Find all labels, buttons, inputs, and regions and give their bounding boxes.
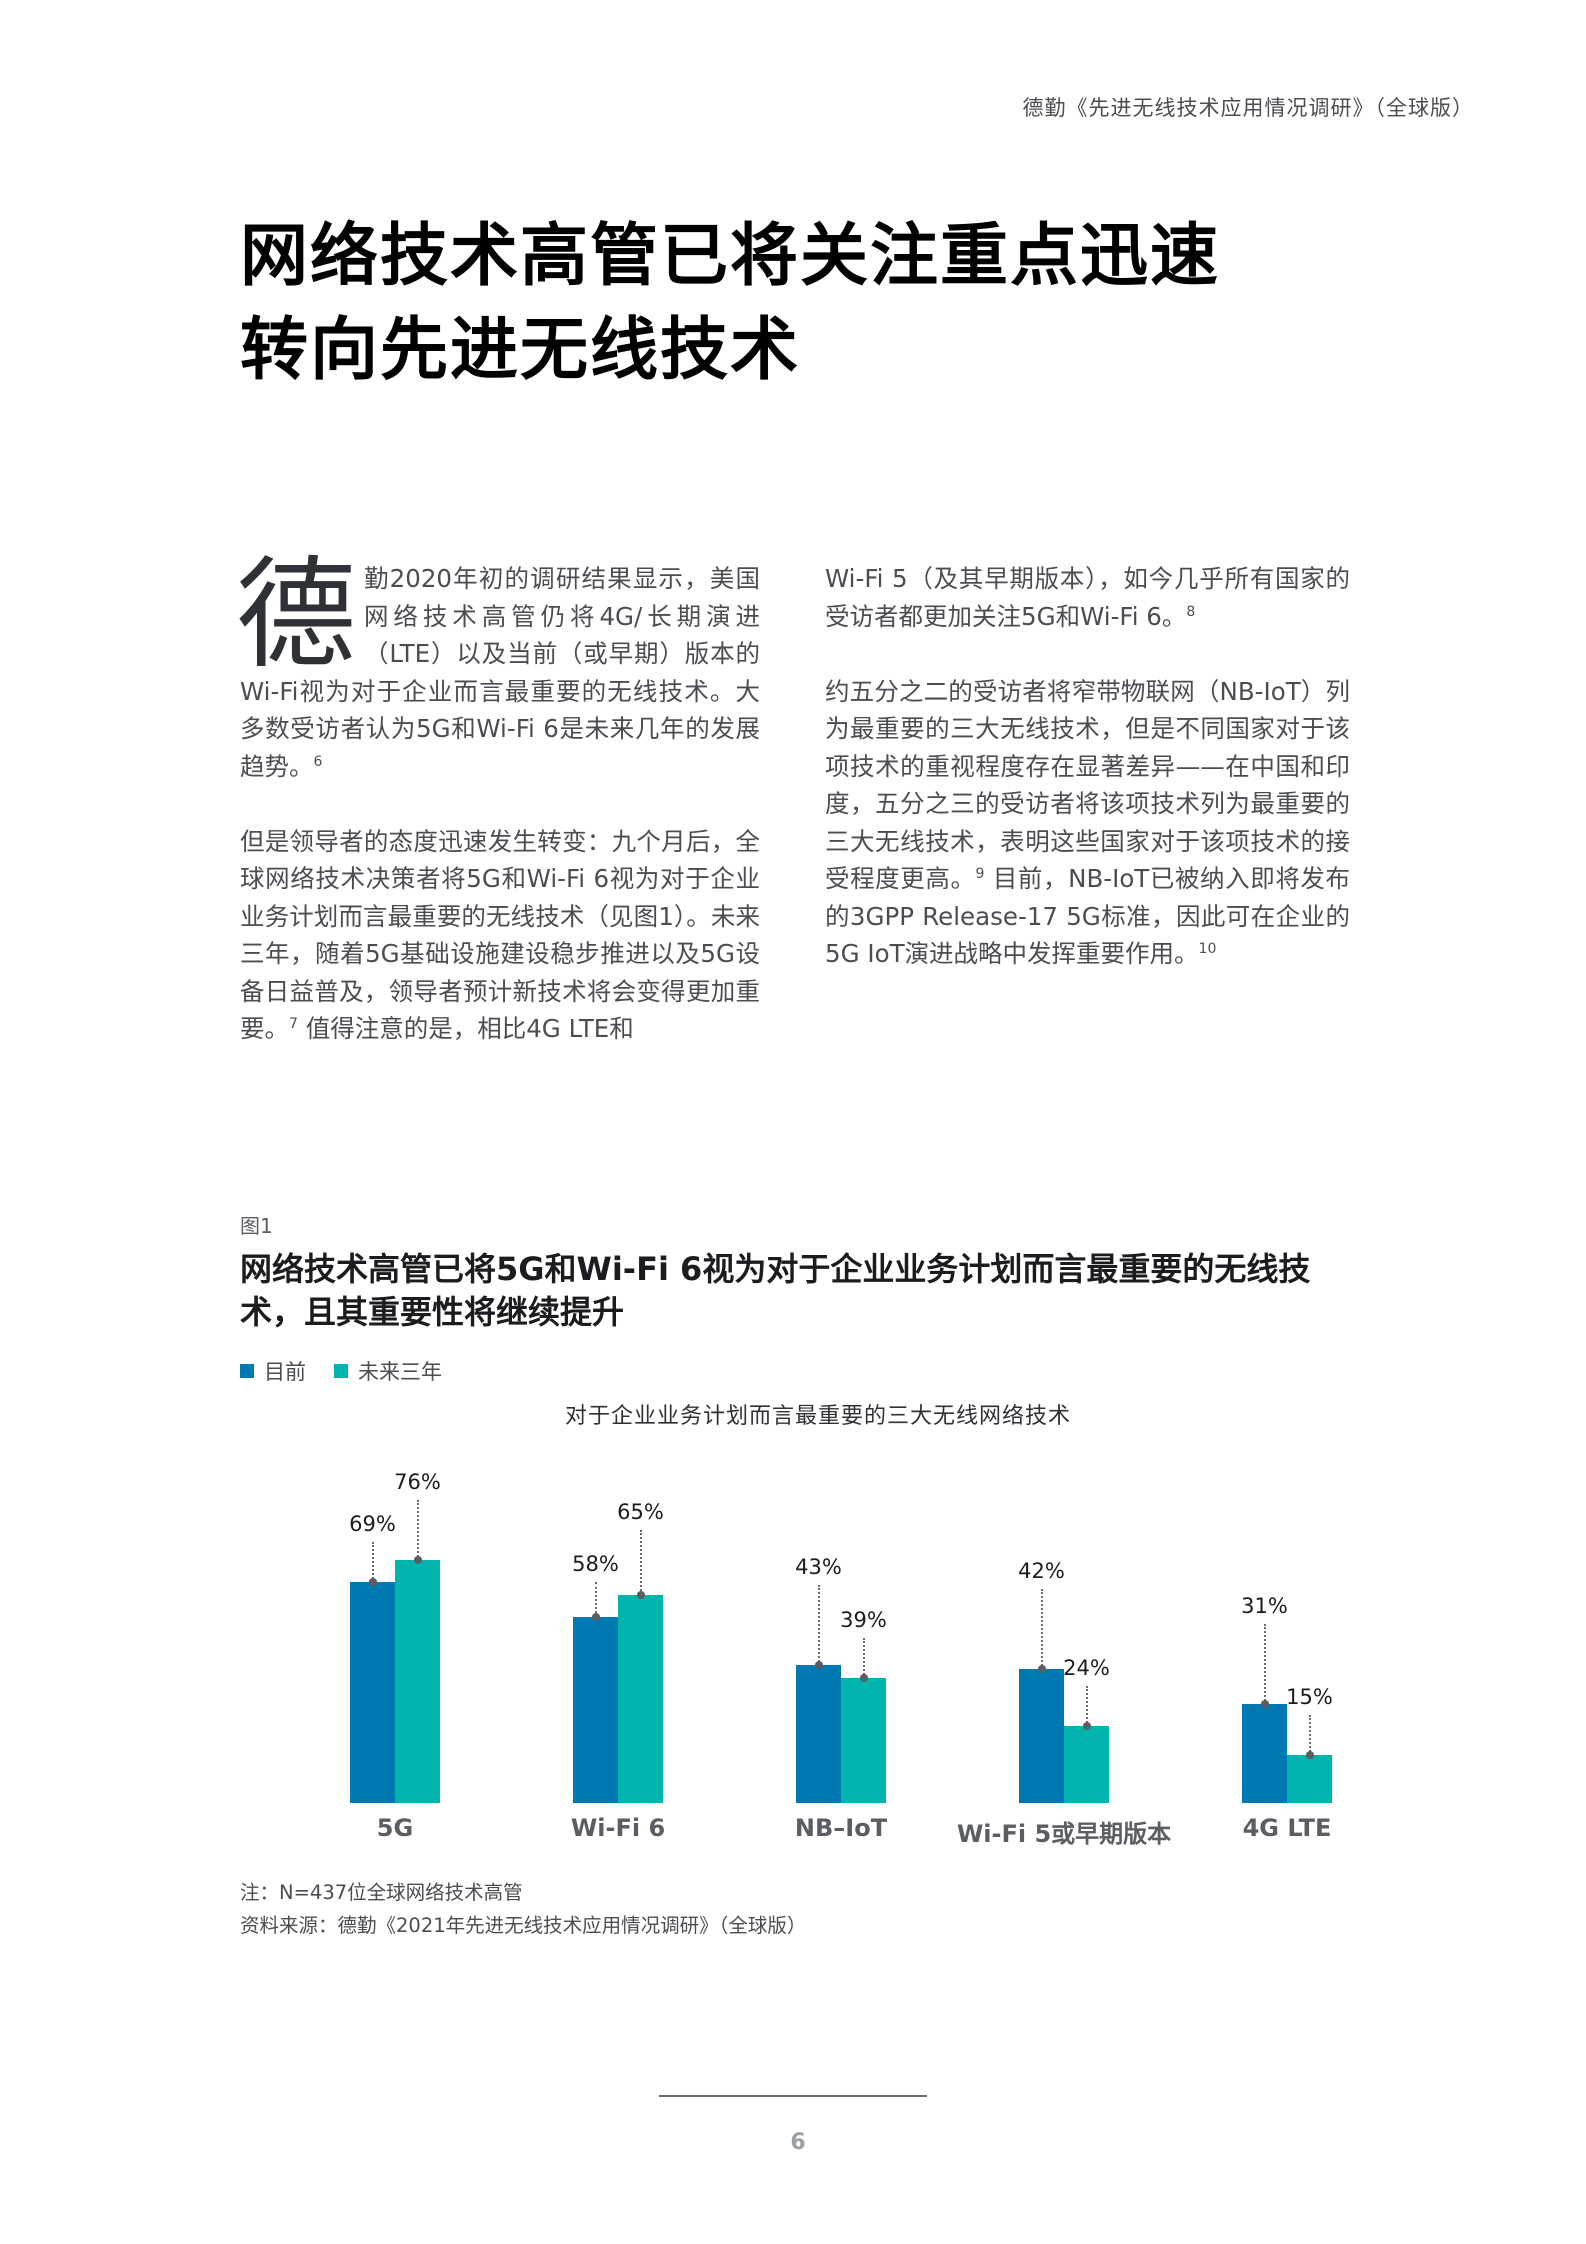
value-label: 31%	[1241, 1593, 1288, 1618]
data-point-marker	[368, 1578, 377, 1587]
leader-line	[1040, 1588, 1043, 1669]
dropcap: 德	[236, 546, 356, 685]
data-point-marker	[1037, 1664, 1046, 1673]
leader-line	[639, 1530, 642, 1595]
data-point-marker	[1082, 1722, 1091, 1731]
category-label: 4G LTE	[1242, 1814, 1332, 1842]
legend-label: 未来三年	[358, 1360, 442, 1384]
category-label: 5G	[376, 1814, 414, 1842]
chart-subtitle: 对于企业业务计划而言最重要的三大无线网络技术	[564, 1404, 1071, 1429]
intro-text: 勤2020年初的调研结果显示，美国网络技术高管仍将4G/长期演进（LTE）以及当…	[240, 564, 760, 781]
chart-bar	[1242, 1703, 1287, 1803]
value-label: 24%	[1063, 1656, 1110, 1681]
page-title: 网络技术高管已将关注重点迅速 转向先进无线技术	[240, 210, 1360, 398]
value-label: 58%	[572, 1552, 619, 1577]
figure-label: 图1	[240, 1214, 273, 1238]
data-point-marker	[413, 1555, 422, 1564]
figure-note: 注：N=437位全球网络技术高管	[240, 1881, 523, 1904]
category-label: Wi-Fi 6	[570, 1814, 666, 1842]
leader-line	[862, 1638, 865, 1679]
footnote-ref: 9	[975, 866, 985, 882]
value-label: 65%	[617, 1500, 664, 1524]
figure-source: 资料来源：德勤《2021年先进无线技术应用情况调研》（全球版）	[240, 1914, 807, 1937]
value-label: 39%	[840, 1608, 887, 1633]
leader-line	[594, 1582, 597, 1618]
category-label: Wi-Fi 5或早期版本	[956, 1820, 1172, 1848]
chart-bar	[796, 1665, 841, 1803]
data-point-marker	[636, 1591, 645, 1599]
leader-line	[416, 1499, 419, 1560]
chart-bar	[1287, 1755, 1332, 1803]
page-number: 6	[790, 2130, 806, 2155]
paragraph-text: 目前，NB-IoT已被纳入即将发布的3GPP Release-17 5G标准，因…	[825, 864, 1350, 968]
data-point-marker	[814, 1661, 823, 1670]
left-column: 德 勤2020年初的调研结果显示，美国网络技术高管仍将4G/长期演进（LTE）以…	[236, 556, 760, 1085]
footnote-ref: 10	[1198, 941, 1217, 957]
leader-line	[1308, 1715, 1311, 1755]
paragraph: 约五分之二的受访者将窄带物联网（NB-IoT）列为最重要的三大无线技术，但是不同…	[825, 673, 1350, 973]
chart-bar	[395, 1559, 440, 1803]
chart-bar	[1064, 1726, 1109, 1803]
value-label: 15%	[1286, 1685, 1333, 1709]
legend-swatch-icon	[240, 1364, 254, 1378]
data-point-marker	[1260, 1699, 1269, 1708]
running-header: 德勤《先进无线技术应用情况调研》（全球版）	[1022, 96, 1474, 120]
leader-line	[1263, 1623, 1266, 1704]
intro-paragraph: 德 勤2020年初的调研结果显示，美国网络技术高管仍将4G/长期演进（LTE）以…	[236, 556, 760, 785]
chart-bar	[1019, 1668, 1064, 1803]
paragraph: 但是领导者的态度迅速发生转变：九个月后，全球网络技术决策者将5G和Wi-Fi 6…	[240, 823, 760, 1048]
legend-label: 目前	[264, 1360, 306, 1384]
category-label: NB–IoT	[794, 1814, 888, 1842]
value-label: 42%	[1018, 1558, 1065, 1583]
figure-title: 网络技术高管已将5G和Wi-Fi 6视为对于企业业务计划而言最重要的无线技术，且…	[240, 1250, 1311, 1331]
data-point-marker	[1305, 1751, 1314, 1759]
chart-legend: 目前 未来三年	[240, 1356, 442, 1386]
data-point-marker	[591, 1613, 600, 1622]
paragraph-text: 值得注意的是，相比4G LTE和	[297, 1014, 634, 1043]
leader-line	[817, 1585, 820, 1666]
legend-item-future: 未来三年	[334, 1356, 442, 1386]
footnote-ref: 8	[1186, 603, 1196, 620]
right-column: Wi-Fi 5（及其早期版本），如今几乎所有国家的受访者都更加关注5G和Wi-F…	[825, 560, 1350, 1010]
value-label: 69%	[349, 1512, 396, 1537]
value-label: 76%	[394, 1469, 441, 1494]
paragraph-text: 约五分之二的受访者将窄带物联网（NB-IoT）列为最重要的三大无线技术，但是不同…	[825, 676, 1350, 894]
legend-swatch-icon	[334, 1364, 348, 1378]
legend-item-current: 目前	[240, 1356, 306, 1386]
paragraph-text: 但是领导者的态度迅速发生转变：九个月后，全球网络技术决策者将5G和Wi-Fi 6…	[240, 826, 760, 1044]
leader-line	[371, 1542, 374, 1583]
value-label: 43%	[795, 1555, 842, 1580]
leader-line	[1085, 1686, 1088, 1727]
paragraph-text: Wi-Fi 5（及其早期版本），如今几乎所有国家的受访者都更加关注5G和Wi-F…	[825, 564, 1350, 631]
paragraph: Wi-Fi 5（及其早期版本），如今几乎所有国家的受访者都更加关注5G和Wi-F…	[825, 560, 1350, 635]
chart-bar	[618, 1595, 663, 1803]
page-title-line-1: 网络技术高管已将关注重点迅速	[240, 217, 1221, 296]
data-point-marker	[859, 1674, 868, 1683]
chart-bar	[841, 1678, 886, 1803]
footer-divider	[659, 2095, 927, 2097]
footnote-ref: 6	[313, 753, 323, 770]
chart-bar	[350, 1582, 395, 1803]
figure-notes: 注：N=437位全球网络技术高管 资料来源：德勤《2021年先进无线技术应用情况…	[240, 1876, 806, 1942]
chart-bar	[573, 1617, 618, 1803]
page-title-line-2: 转向先进无线技术	[240, 311, 801, 390]
footnote-ref: 7	[289, 1016, 298, 1032]
